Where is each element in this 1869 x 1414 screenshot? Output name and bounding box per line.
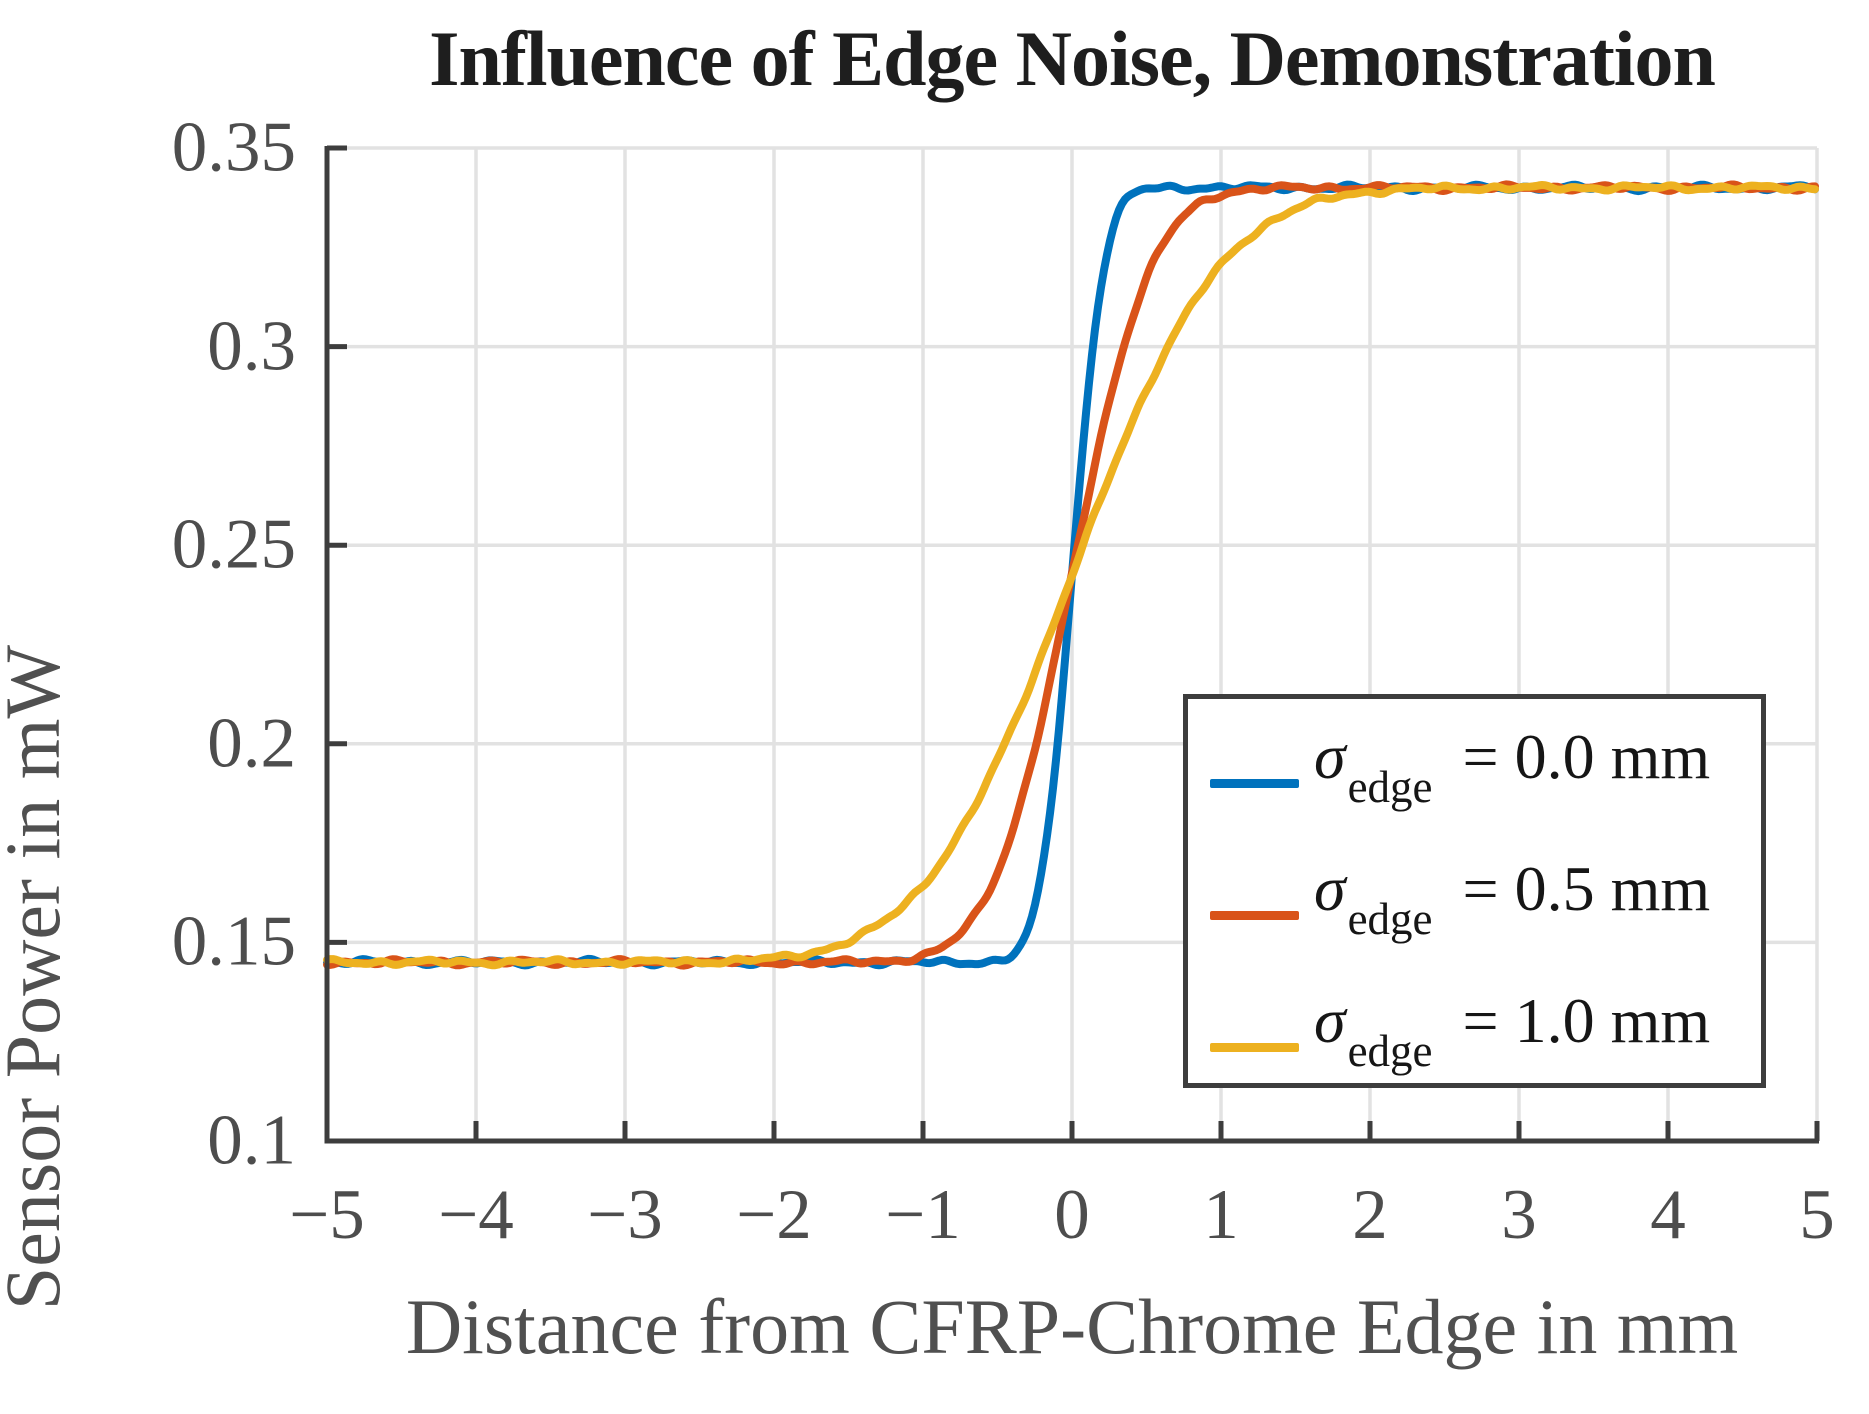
legend-entry-value: = 1.0 mm [1462, 985, 1711, 1056]
sigma-symbol: σ [1314, 721, 1346, 792]
legend-line-sample [1210, 779, 1299, 788]
sigma-symbol: σ [1314, 985, 1346, 1056]
x-tick-label: −3 [587, 1176, 663, 1254]
legend-entry-value: = 0.5 mm [1462, 853, 1711, 924]
y-tick-label: 0.35 [171, 108, 296, 187]
legend-line-sample [1210, 911, 1299, 920]
x-tick-label: −5 [289, 1176, 365, 1254]
chart-title: Influence of Edge Noise, Demonstration [429, 15, 1716, 102]
sigma-symbol: σ [1314, 853, 1346, 924]
x-tick-label: 3 [1501, 1176, 1537, 1254]
x-tick-label: −4 [438, 1176, 514, 1254]
sigma-subscript: edge [1347, 894, 1433, 944]
legend-entry-label: σedge = 0.0 mm [1314, 725, 1710, 810]
legend-entry-value: = 0.0 mm [1462, 721, 1711, 792]
y-tick-label: 0.3 [207, 307, 296, 386]
legend-row: σedge = 0.5 mm [1188, 851, 1761, 976]
x-axis-label: Distance from CFRP-Chrome Edge in mm [405, 1283, 1739, 1370]
legend-line-sample [1210, 1043, 1299, 1052]
x-tick-label: −1 [885, 1176, 961, 1254]
x-tick-label: 2 [1352, 1176, 1388, 1254]
x-tick-label: 4 [1650, 1176, 1686, 1254]
x-tick-label: 0 [1054, 1176, 1090, 1254]
data-curve-sigma-edge-1.0-mm [323, 181, 1819, 970]
legend-row: σedge = 0.0 mm [1188, 719, 1761, 844]
y-tick-label: 0.25 [171, 505, 296, 584]
x-tick-label: 5 [1799, 1176, 1835, 1254]
legend-entry-label: σedge = 1.0 mm [1314, 989, 1710, 1074]
legend: σedge = 0.0 mm σedge = 0.5 mm σedge = 1.0 m… [1183, 694, 1766, 1088]
y-tick-label: 0.2 [207, 704, 296, 783]
x-tick-label: 1 [1203, 1176, 1239, 1254]
x-tick-label: −2 [736, 1176, 812, 1254]
y-tick-label: 0.1 [207, 1101, 296, 1180]
y-tick-label: 0.15 [171, 902, 296, 981]
sigma-subscript: edge [1347, 1026, 1433, 1076]
legend-entry-label: σedge = 0.5 mm [1314, 857, 1710, 942]
legend-row: σedge = 1.0 mm [1188, 983, 1761, 1108]
sigma-subscript: edge [1347, 762, 1433, 812]
